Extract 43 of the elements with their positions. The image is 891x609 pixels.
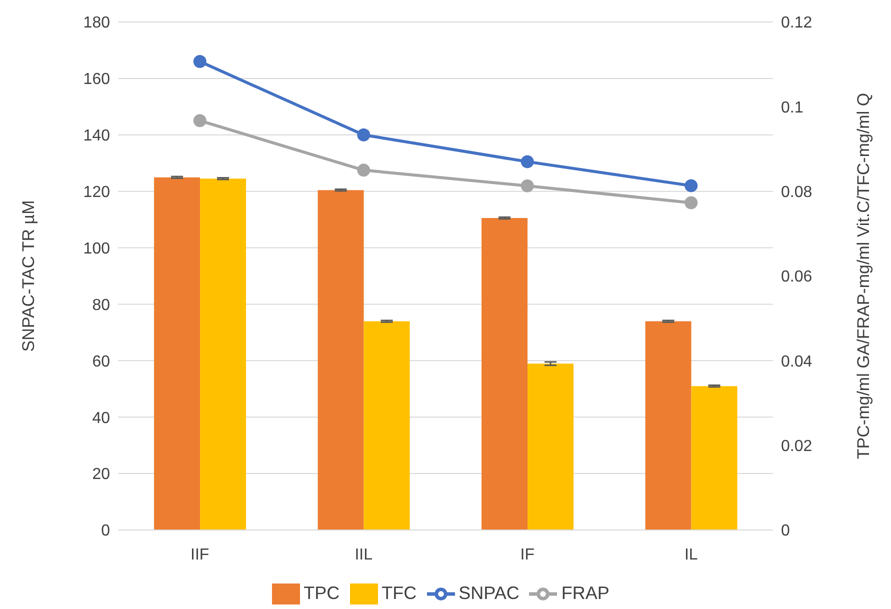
point (357, 128, 370, 142)
bar (645, 321, 692, 530)
point (520, 155, 534, 168)
point (193, 114, 206, 128)
y2-tick-label: 0.12 (781, 14, 812, 32)
legend-label: TFC (382, 582, 417, 603)
bar (691, 386, 738, 530)
legend-label: TPC (304, 582, 340, 603)
x-tick-label: IIF (190, 546, 210, 564)
point (357, 164, 370, 177)
y-tick-label: 160 (83, 71, 110, 88)
y-tick-label: 100 (83, 240, 110, 258)
bar (364, 321, 410, 530)
x-tick-label: IIL (354, 546, 373, 564)
y-tick-label: 40 (92, 410, 110, 427)
y-tick-label: 20 (92, 466, 110, 484)
y-tick-label: 60 (92, 353, 110, 370)
y2-tick-label: 0.02 (781, 438, 812, 456)
legend-label: SNPAC (458, 582, 520, 603)
x-tick-label: IL (684, 546, 698, 564)
bar (200, 178, 246, 530)
point (193, 55, 206, 68)
y-axis-title: SNPAC-TAC TR µM (19, 200, 38, 352)
y-tick-label: 140 (83, 128, 110, 145)
point (684, 196, 698, 210)
bar (528, 364, 574, 530)
y2-tick-label: 0.04 (781, 353, 812, 370)
y-tick-label: 80 (92, 296, 110, 314)
y-tick-label: 120 (83, 184, 110, 202)
point (684, 179, 698, 192)
y2-tick-label: 0.06 (781, 268, 812, 286)
bar (318, 190, 364, 530)
y2-axis-title: TPC-mg/ml GA/FRAP-mg/ml Vit.C/TFC-mg/ml Q (854, 92, 874, 460)
y2-tick-label: 0.1 (781, 99, 804, 116)
bar (154, 177, 200, 530)
y2-tick-label: 0.08 (781, 184, 812, 202)
y-tick-label: 0 (101, 522, 110, 540)
y2-tick-label: 0 (781, 522, 790, 540)
bar (482, 218, 528, 530)
point (520, 179, 534, 192)
legend-label: FRAP (561, 582, 610, 603)
x-tick-label: IF (520, 546, 535, 564)
y-tick-label: 180 (83, 14, 110, 32)
